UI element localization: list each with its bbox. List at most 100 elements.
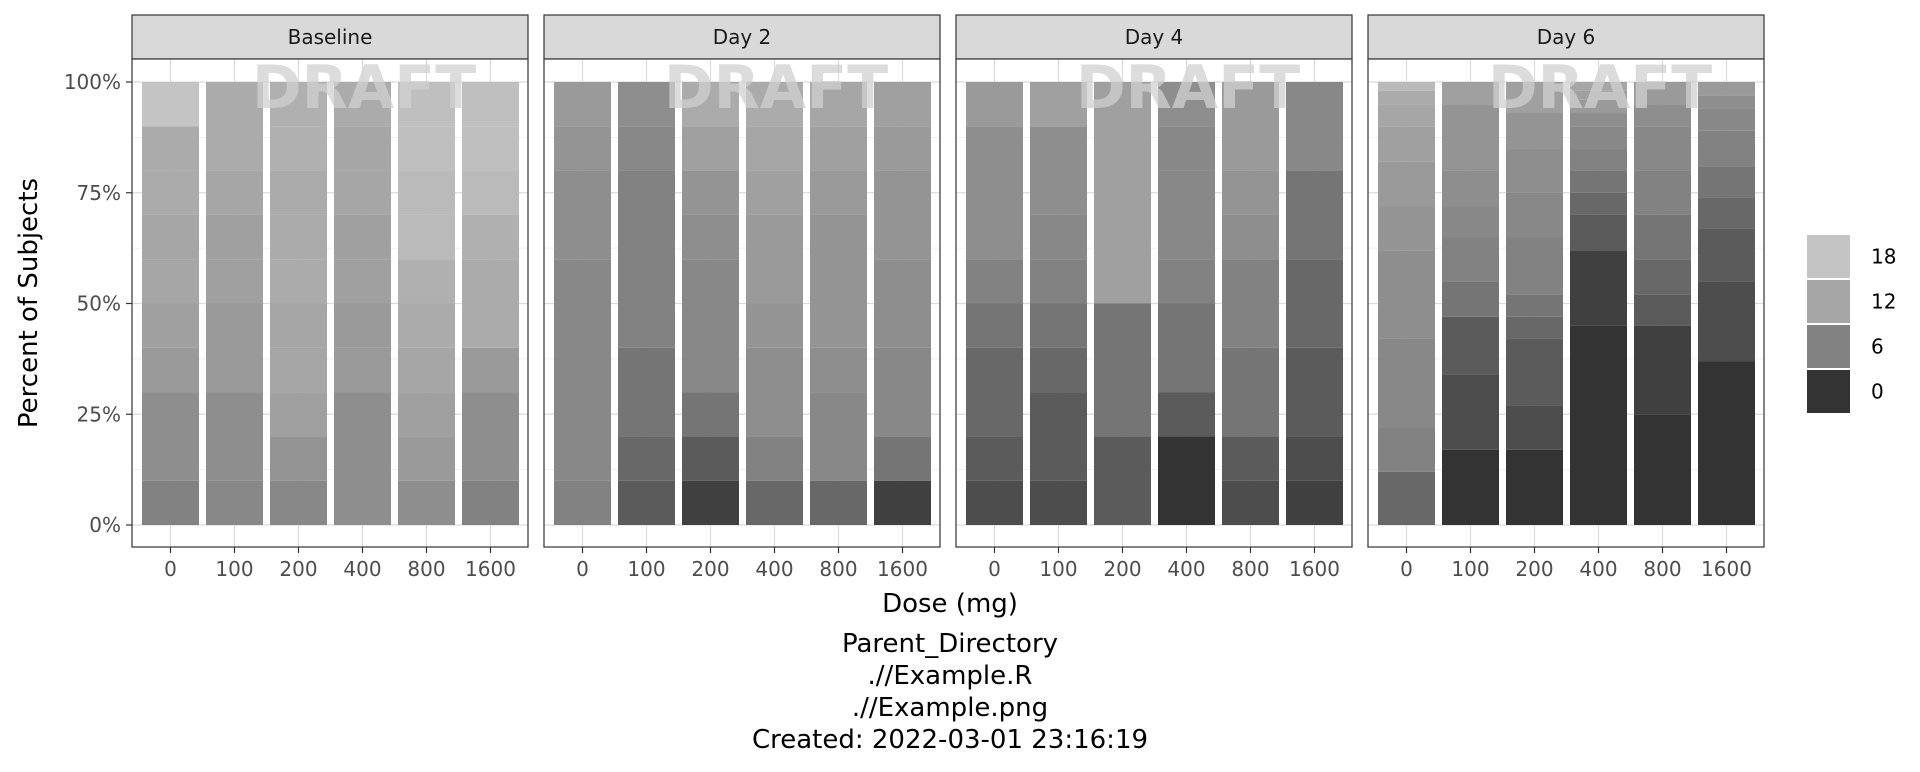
- panel-border: [1367, 58, 1765, 548]
- x-tick-label: 200: [1103, 557, 1141, 581]
- bar-segment: [874, 170, 931, 260]
- bar-segment: [1378, 82, 1435, 91]
- bar-segment: [1698, 281, 1755, 362]
- bar-segment: [1698, 197, 1755, 229]
- bar-segment: [206, 303, 263, 393]
- bar-segment: [554, 259, 611, 481]
- bar-segment: [1442, 316, 1499, 375]
- bar-segment: [1442, 449, 1499, 525]
- bar-segment: [1030, 303, 1087, 348]
- x-tick-label: 100: [215, 557, 253, 581]
- bar-segment: [1570, 170, 1627, 193]
- bar-segment: [554, 480, 611, 525]
- bar-segment: [874, 347, 931, 437]
- bar-segment: [398, 392, 455, 437]
- bar-segment: [682, 82, 739, 127]
- legend-label: 12: [1871, 290, 1896, 314]
- bar-segment: [270, 126, 327, 171]
- x-tick-label: 100: [627, 557, 665, 581]
- x-tick-label: 0: [988, 557, 1001, 581]
- bar-segment: [1506, 405, 1563, 450]
- bar-segment: [1286, 170, 1343, 260]
- bar-segment: [270, 170, 327, 215]
- draft-watermark: DRAFT: [1488, 53, 1712, 123]
- bar-segment: [618, 170, 675, 348]
- bar-segment: [1698, 361, 1755, 525]
- bar-segment: [810, 126, 867, 171]
- bar-segment: [1378, 206, 1435, 251]
- bar-segment: [746, 170, 803, 215]
- bar-segment: [462, 480, 519, 525]
- facet-strip-label: Day 2: [713, 25, 772, 49]
- bar-segment: [1634, 214, 1691, 260]
- bar-segment: [1442, 170, 1499, 207]
- draft-watermark: DRAFT: [252, 53, 476, 123]
- bar-segment: [810, 480, 867, 525]
- bar-segment: [334, 303, 391, 348]
- bar-segment: [1570, 192, 1627, 215]
- facet-strip: [1367, 14, 1765, 60]
- bar-segment: [206, 82, 263, 171]
- bar-segment: [1634, 259, 1691, 295]
- x-tick-label: 100: [1451, 557, 1489, 581]
- bar-segment: [1634, 294, 1691, 326]
- bar-segment: [1634, 104, 1691, 127]
- bar-segment: [1158, 436, 1215, 525]
- bar-segment: [334, 126, 391, 171]
- bar-segment: [746, 303, 803, 348]
- bar-segment: [334, 392, 391, 525]
- bar-segment: [1286, 259, 1343, 348]
- bar-segment: [1286, 480, 1343, 525]
- bar-segment: [1158, 170, 1215, 260]
- bar-segment: [1158, 82, 1215, 127]
- x-tick-label: 1600: [1289, 557, 1340, 581]
- bar-segment: [810, 347, 867, 393]
- bar-segment: [966, 259, 1023, 304]
- x-tick-label: 1600: [877, 557, 928, 581]
- bar-segment: [1378, 161, 1435, 207]
- bar-segment: [1030, 347, 1087, 393]
- facet-panel: Day 6 0 100 200 400 800 1600 DRAFT: [1367, 14, 1765, 581]
- bar-segment: [206, 170, 263, 215]
- x-tick-label: 800: [407, 557, 445, 581]
- bar-segment: [462, 170, 519, 215]
- x-tick-label: 400: [755, 557, 793, 581]
- caption-line-4: Created: 2022-03-01 23:16:19: [752, 725, 1148, 755]
- x-tick-label: 200: [279, 557, 317, 581]
- bar-segment: [398, 303, 455, 348]
- x-tick-label: 0: [164, 557, 177, 581]
- y-tick-label: 50%: [77, 292, 121, 316]
- bar-segment: [1506, 449, 1563, 525]
- bar-segment: [142, 259, 199, 304]
- bar-segment: [398, 436, 455, 481]
- bar-segment: [142, 480, 199, 525]
- bar-segment: [1030, 126, 1087, 215]
- bar-segment: [270, 82, 327, 127]
- bar-segment: [334, 347, 391, 393]
- legend-key: [1807, 325, 1850, 368]
- bar-segment: [270, 480, 327, 525]
- bar-segment: [1378, 427, 1435, 472]
- bar-segment: [746, 82, 803, 127]
- bar-segment: [1506, 237, 1563, 295]
- bar-segment: [270, 303, 327, 348]
- bar-segment: [1698, 82, 1755, 96]
- bar-segment: [1378, 338, 1435, 428]
- bar-segment: [810, 82, 867, 127]
- bar-segment: [1378, 126, 1435, 162]
- x-tick-label: 100: [1039, 557, 1077, 581]
- bar-segment: [966, 436, 1023, 481]
- bar-segment: [682, 214, 739, 260]
- bar-segment: [1030, 214, 1087, 260]
- draft-watermark: DRAFT: [664, 53, 888, 123]
- bar-segment: [462, 347, 519, 393]
- bar-segment: [1378, 90, 1435, 105]
- bar-segment: [966, 347, 1023, 437]
- bar-segment: [1570, 99, 1627, 114]
- bar-segment: [270, 392, 327, 437]
- bar-segment: [462, 259, 519, 304]
- legend-key: [1807, 235, 1850, 278]
- bar-segment: [1506, 192, 1563, 238]
- legend-label: 6: [1871, 335, 1884, 359]
